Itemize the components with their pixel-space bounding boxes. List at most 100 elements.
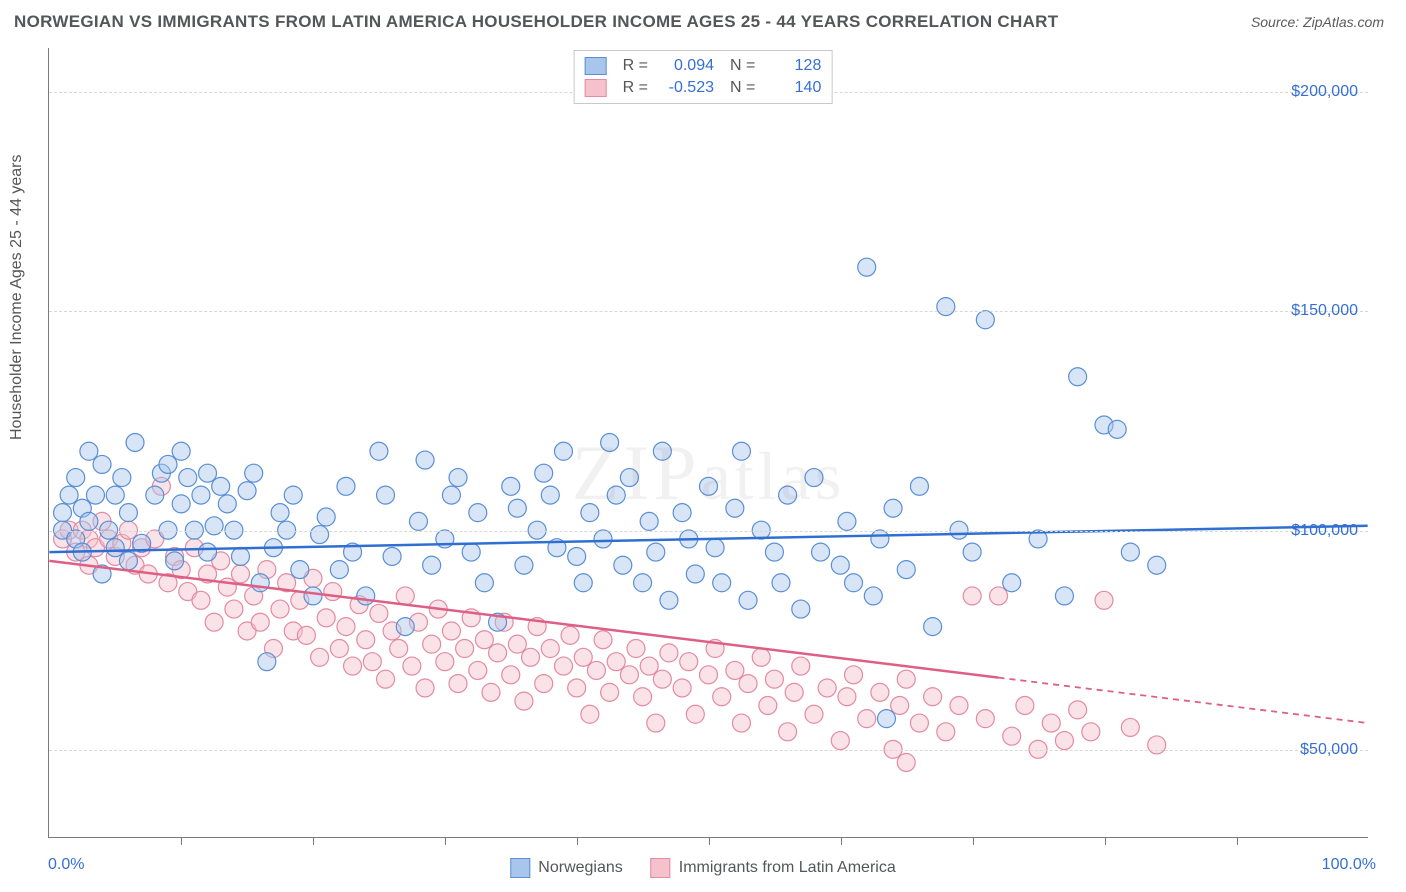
- legend-swatch-immigrants: [651, 858, 671, 878]
- scatter-point: [192, 486, 210, 504]
- scatter-point: [179, 469, 197, 487]
- scatter-point: [1095, 591, 1113, 609]
- scatter-point: [119, 552, 137, 570]
- scatter-point: [765, 670, 783, 688]
- y-tick-label: $150,000: [1291, 302, 1358, 320]
- scatter-point: [653, 670, 671, 688]
- scatter-point: [963, 543, 981, 561]
- scatter-point: [581, 504, 599, 522]
- scatter-point: [515, 556, 533, 574]
- scatter-point: [80, 442, 98, 460]
- scatter-point: [831, 732, 849, 750]
- scatter-point: [680, 653, 698, 671]
- scatter-point: [1042, 714, 1060, 732]
- scatter-point: [93, 455, 111, 473]
- y-axis-label: Householder Income Ages 25 - 44 years: [8, 155, 26, 441]
- scatter-point: [317, 609, 335, 627]
- gridline: [49, 311, 1368, 312]
- n-value-1: 128: [765, 57, 821, 75]
- scatter-point: [634, 688, 652, 706]
- scatter-point: [785, 683, 803, 701]
- scatter-point: [489, 644, 507, 662]
- source-label: Source: ZipAtlas.com: [1251, 14, 1384, 30]
- scatter-point: [436, 653, 454, 671]
- scatter-point: [258, 653, 276, 671]
- scatter-point: [54, 504, 72, 522]
- scatter-point: [1148, 556, 1166, 574]
- x-tick: [841, 837, 842, 845]
- scatter-point: [126, 434, 144, 452]
- scatter-point: [449, 469, 467, 487]
- x-tick: [1105, 837, 1106, 845]
- scatter-point: [554, 442, 572, 460]
- scatter-point: [297, 626, 315, 644]
- legend-item-2: Immigrants from Latin America: [651, 858, 896, 878]
- scatter-point: [594, 530, 612, 548]
- scatter-point: [726, 661, 744, 679]
- scatter-point: [469, 661, 487, 679]
- scatter-point: [482, 683, 500, 701]
- scatter-point: [897, 753, 915, 771]
- legend-swatch-norwegians: [510, 858, 530, 878]
- x-tick: [313, 837, 314, 845]
- scatter-point: [416, 679, 434, 697]
- scatter-point: [330, 561, 348, 579]
- scatter-point: [1003, 574, 1021, 592]
- legend-label-2: Immigrants from Latin America: [679, 859, 896, 877]
- scatter-point: [634, 574, 652, 592]
- scatter-point: [60, 486, 78, 504]
- scatter-point: [950, 697, 968, 715]
- scatter-point: [554, 657, 572, 675]
- scatter-point: [673, 679, 691, 697]
- chart-title: NORWEGIAN VS IMMIGRANTS FROM LATIN AMERI…: [14, 12, 1058, 32]
- scatter-point: [1016, 697, 1034, 715]
- scatter-point: [732, 714, 750, 732]
- scatter-point: [831, 556, 849, 574]
- scatter-point: [640, 512, 658, 530]
- scatter-point: [502, 666, 520, 684]
- scatter-point: [574, 648, 592, 666]
- scatter-point: [205, 613, 223, 631]
- scatter-point: [199, 543, 217, 561]
- scatter-point: [1069, 701, 1087, 719]
- scatter-point: [1082, 723, 1100, 741]
- scatter-point: [647, 543, 665, 561]
- scatter-point: [937, 298, 955, 316]
- scatter-point: [1055, 587, 1073, 605]
- scatter-point: [475, 574, 493, 592]
- scatter-point: [647, 714, 665, 732]
- scatter-point: [377, 486, 395, 504]
- scatter-point: [442, 486, 460, 504]
- scatter-point: [238, 482, 256, 500]
- scatter-point: [251, 613, 269, 631]
- scatter-point: [423, 635, 441, 653]
- scatter-point: [779, 486, 797, 504]
- r-label: R =: [623, 79, 648, 97]
- scatter-point: [166, 552, 184, 570]
- scatter-point: [594, 631, 612, 649]
- scatter-point: [403, 657, 421, 675]
- scatter-point: [924, 688, 942, 706]
- scatter-point: [976, 311, 994, 329]
- scatter-point: [700, 477, 718, 495]
- scatter-point: [311, 526, 329, 544]
- gridline: [49, 531, 1368, 532]
- scatter-point: [884, 499, 902, 517]
- scatter-point: [1148, 736, 1166, 754]
- scatter-point: [357, 587, 375, 605]
- scatter-point: [251, 574, 269, 592]
- scatter-point: [541, 486, 559, 504]
- scatter-point: [522, 648, 540, 666]
- scatter-point: [653, 442, 671, 460]
- scatter-point: [871, 683, 889, 701]
- scatter-point: [541, 640, 559, 658]
- scatter-point: [805, 469, 823, 487]
- scatter-point: [199, 464, 217, 482]
- scatter-point: [337, 618, 355, 636]
- scatter-point: [686, 565, 704, 583]
- scatter-point: [456, 640, 474, 658]
- scatter-point: [205, 517, 223, 535]
- scatter-point: [324, 583, 342, 601]
- scatter-point: [119, 504, 137, 522]
- scatter-point: [172, 495, 190, 513]
